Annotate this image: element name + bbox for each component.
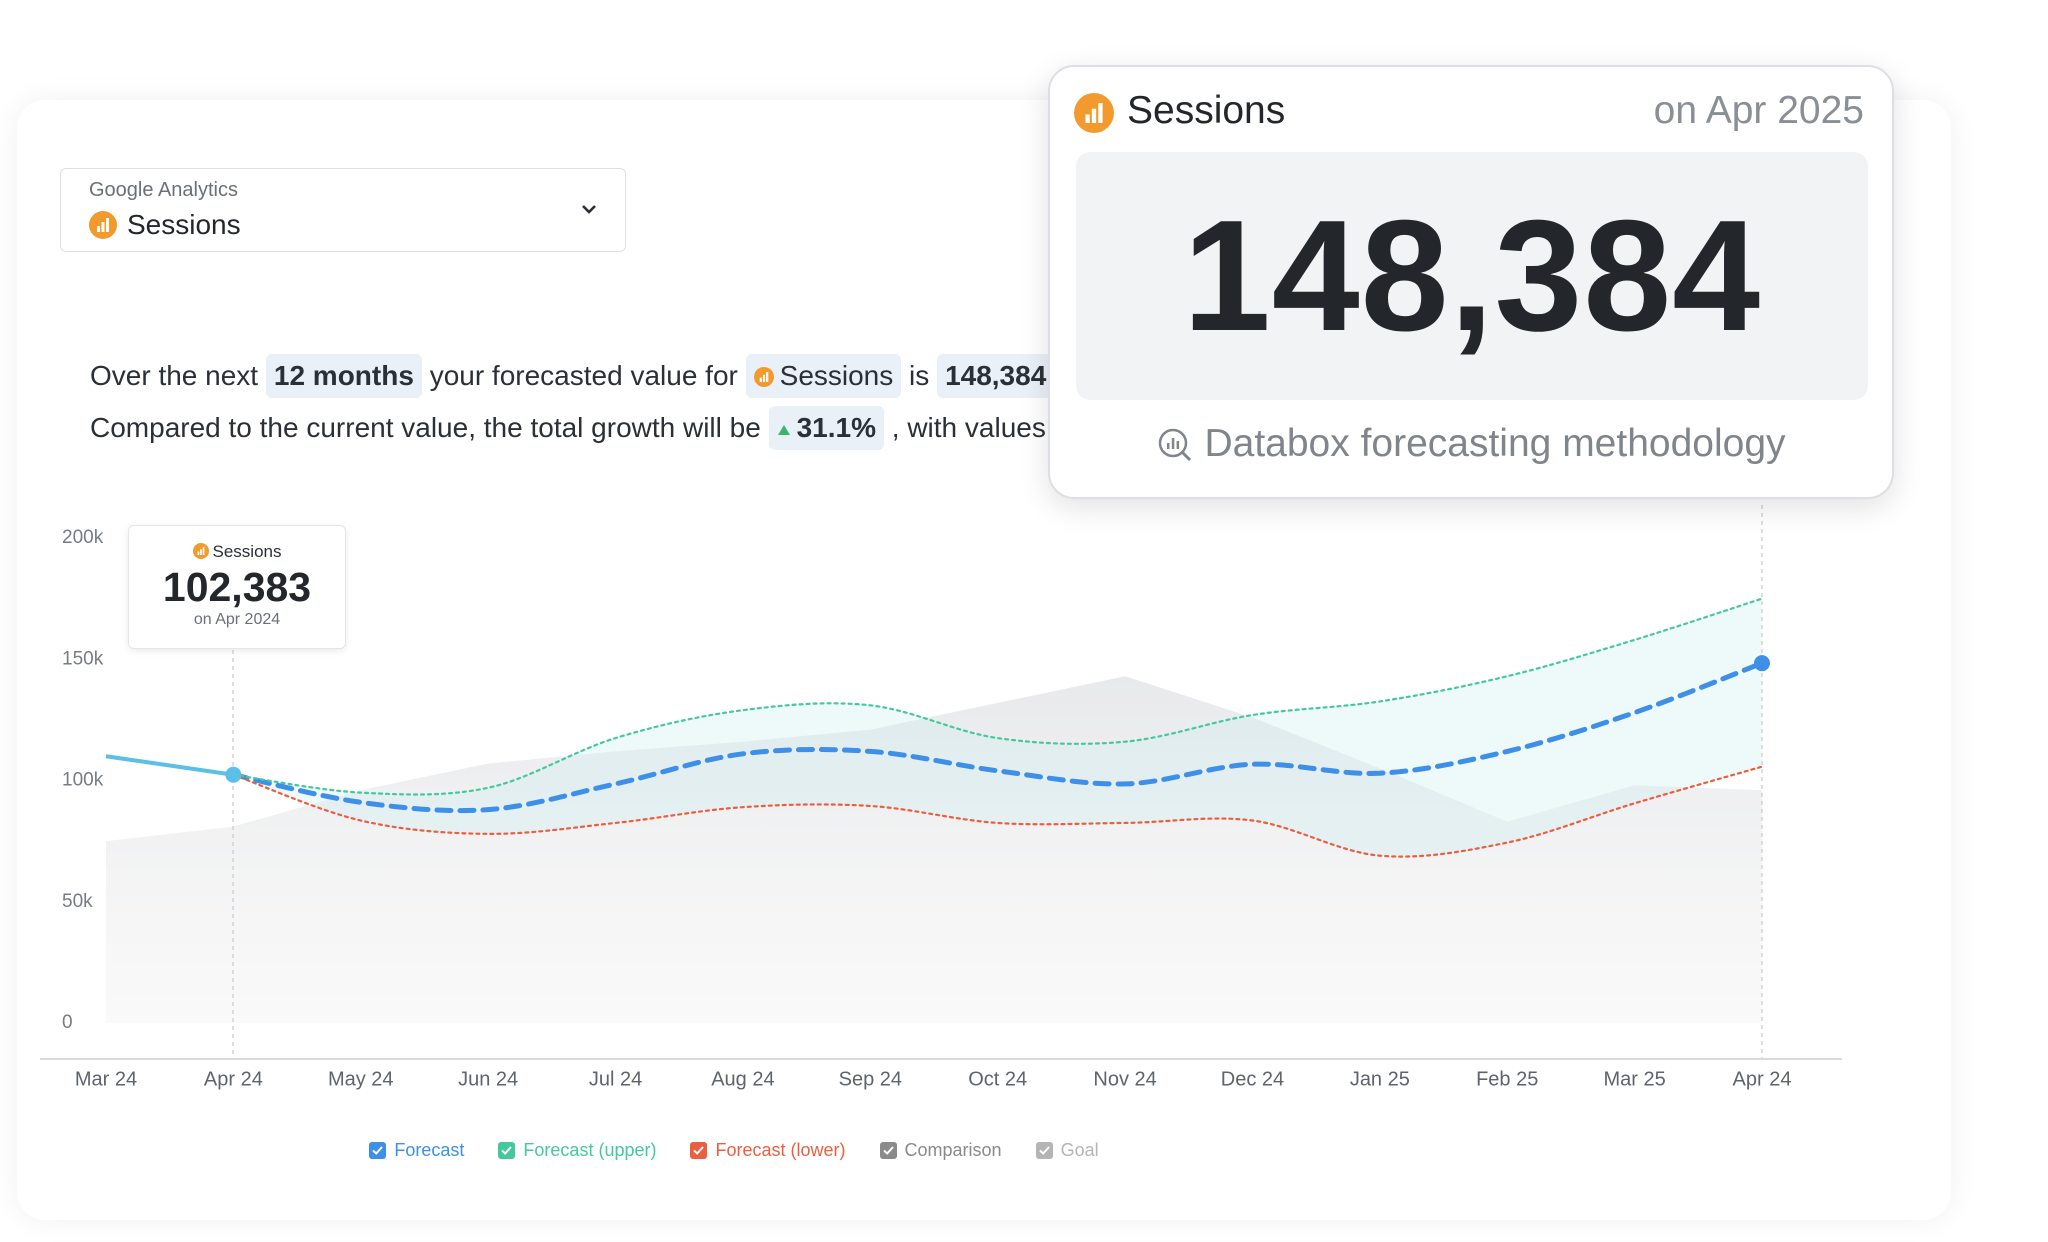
summary: Over the next 12 months your forecasted … xyxy=(90,350,1055,454)
forecast-band xyxy=(233,598,1762,857)
metric-chip: Sessions xyxy=(745,354,902,398)
legend-checkbox[interactable] xyxy=(498,1142,516,1159)
summary-line: Over the next 12 months your forecasted … xyxy=(90,350,1055,402)
value-popup: Sessions on Apr 2025 148,384 Databox for… xyxy=(1048,65,1894,499)
analytics-icon xyxy=(1074,93,1114,133)
forecast-end-point xyxy=(1754,655,1770,672)
text: is xyxy=(909,360,930,391)
tooltip-metric: Sessions xyxy=(212,542,282,561)
methodology-icon xyxy=(1159,428,1192,462)
x-tick-label: Mar 25 xyxy=(1603,1068,1665,1090)
text: your forecasted value for xyxy=(429,360,738,391)
popup-date: on Apr 2025 xyxy=(1653,89,1864,132)
check-icon xyxy=(372,1146,384,1155)
methodology-text: Databox forecasting methodology xyxy=(1204,422,1786,465)
popup-metric: Sessions xyxy=(1127,89,1286,132)
check-icon xyxy=(882,1146,894,1155)
x-tick-label: Nov 24 xyxy=(1093,1068,1156,1090)
legend-checkbox[interactable] xyxy=(1035,1142,1053,1159)
legend-label: Goal xyxy=(1060,1140,1099,1160)
metric-label: Sessions xyxy=(127,209,241,240)
analytics-icon xyxy=(753,367,774,387)
text: Compared to the current value, the total… xyxy=(90,412,761,443)
x-tick-label: Oct 24 xyxy=(968,1068,1027,1090)
methodology-link[interactable]: Databox forecasting methodology xyxy=(1050,422,1892,466)
check-icon xyxy=(693,1146,705,1155)
analytics-icon xyxy=(192,543,209,559)
up-arrow xyxy=(777,425,790,435)
legend-item[interactable]: Comparison xyxy=(879,1140,1002,1161)
legend: Forecast Forecast (upper) Forecast (lower)… xyxy=(0,1140,1758,1161)
x-tick-label: Jul 24 xyxy=(589,1068,642,1090)
x-tick-label: Jun 24 xyxy=(458,1068,518,1090)
popup-value: 148,384 xyxy=(1076,152,1868,400)
x-tick-label: Mar 24 xyxy=(75,1068,137,1090)
x-tick-label: Feb 25 xyxy=(1476,1068,1538,1090)
y-tick-label: 50k xyxy=(62,891,93,912)
legend-label: Forecast xyxy=(394,1140,465,1160)
growth-chip: 31.1% xyxy=(768,406,884,450)
legend-item[interactable]: Forecast (upper) xyxy=(498,1140,656,1161)
tooltip-metric-row: Sessions xyxy=(129,542,345,562)
analytics-icon xyxy=(89,211,117,239)
legend-item[interactable]: Goal xyxy=(1035,1140,1099,1161)
history-point xyxy=(225,766,242,783)
metric-dropdown[interactable]: Google Analytics Sessions xyxy=(60,168,626,252)
x-tick-label: Apr 24 xyxy=(204,1068,263,1090)
legend-checkbox[interactable] xyxy=(369,1142,387,1159)
series-line xyxy=(232,765,1764,858)
history-line xyxy=(105,754,234,777)
y-tick-label: 0 xyxy=(62,1012,73,1033)
x-tick-label: Aug 24 xyxy=(711,1068,774,1090)
x-tick-label: Apr 24 xyxy=(1733,1068,1792,1090)
y-tick-label: 100k xyxy=(62,770,104,791)
legend-item[interactable]: Forecast xyxy=(369,1140,464,1161)
comparison-area xyxy=(106,676,1762,1023)
period-chip: 12 months xyxy=(265,354,422,398)
series-line xyxy=(232,597,1764,796)
metric-text: Sessions xyxy=(779,360,894,391)
legend-item[interactable]: Forecast (lower) xyxy=(690,1140,846,1161)
y-tick-label: 200k xyxy=(62,527,104,548)
summary-line: Compared to the current value, the total… xyxy=(90,402,1054,454)
check-icon xyxy=(501,1146,513,1155)
legend-label: Forecast (upper) xyxy=(523,1140,657,1160)
value-chip: 148,384 xyxy=(937,354,1055,398)
tooltip-date: on Apr 2024 xyxy=(193,611,281,628)
text: , with values xyxy=(891,412,1046,443)
series-line xyxy=(230,660,1765,814)
tooltip-value: 102,383 xyxy=(162,564,312,610)
x-tick-label: May 24 xyxy=(328,1068,394,1090)
x-tick-label: Sep 24 xyxy=(839,1068,902,1090)
legend-label: Comparison xyxy=(904,1140,1002,1160)
y-tick-label: 150k xyxy=(62,648,104,669)
legend-checkbox[interactable] xyxy=(879,1142,897,1159)
source-label: Google Analytics xyxy=(89,179,238,201)
x-tick-label: Jan 25 xyxy=(1350,1068,1410,1090)
check-icon xyxy=(1038,1146,1050,1155)
x-tick-label: Dec 24 xyxy=(1221,1068,1284,1090)
tooltip: Sessions 102,383 on Apr 2024 xyxy=(128,525,346,649)
legend-checkbox[interactable] xyxy=(690,1142,708,1159)
text: Over the next xyxy=(90,360,259,391)
legend-label: Forecast (lower) xyxy=(715,1140,846,1160)
chevron-icon xyxy=(582,205,596,214)
growth-text: 31.1% xyxy=(796,412,876,443)
